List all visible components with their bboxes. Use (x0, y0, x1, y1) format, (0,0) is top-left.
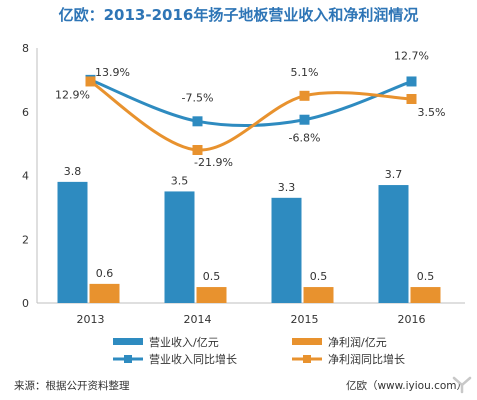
profit-bar (196, 287, 227, 303)
profit-growth-label: 5.1% (291, 66, 319, 79)
profit-growth-line (89, 80, 412, 152)
revenue-growth-marker (406, 76, 417, 87)
x-tick-label: 2016 (398, 313, 426, 326)
legend-swatch-bar (292, 338, 322, 345)
profit-bar (303, 287, 334, 303)
profit-growth-marker (406, 94, 417, 104)
revenue-bar-label: 3.5 (171, 174, 189, 187)
profit-bar-label: 0.6 (96, 267, 114, 280)
revenue-growth-label: 13.9% (95, 66, 130, 79)
revenue-growth-marker (299, 114, 310, 125)
profit-growth-marker (192, 145, 203, 155)
profit-bar-label: 0.5 (310, 270, 328, 283)
source-note: 来源：根据公开资料整理 (14, 380, 130, 392)
legend-label: 营业收入同比增长 (149, 352, 237, 366)
profit-bar (89, 283, 120, 303)
revenue-bar (57, 181, 88, 303)
revenue-growth-label: 12.7% (394, 49, 429, 62)
profit-bar-label: 0.5 (417, 270, 435, 283)
x-tick-label: 2014 (184, 313, 212, 326)
legend-swatch-bar (113, 338, 143, 345)
y-tick-label: 2 (22, 233, 29, 246)
profit-growth-label: 3.5% (418, 106, 446, 119)
x-tick-label: 2015 (291, 313, 319, 326)
profit-bar (410, 287, 441, 303)
profit-growth-label: -21.9% (194, 156, 233, 169)
y-tick-label: 8 (22, 42, 29, 55)
revenue-bar (378, 185, 409, 303)
revenue-growth-label: -6.8% (289, 132, 321, 145)
profit-bar-label: 0.5 (203, 270, 221, 283)
profit-growth-label: 12.9% (55, 88, 90, 101)
chart-title: 亿欧：2013-2016年扬子地板营业收入和净利润情况 (58, 6, 419, 24)
x-tick-label: 2013 (77, 313, 105, 326)
legend-label: 净利润同比增长 (328, 352, 405, 366)
profit-growth-marker (299, 90, 310, 101)
y-tick-label: 4 (22, 170, 29, 183)
legend-label: 营业收入/亿元 (149, 335, 219, 349)
site-credit: 亿欧（www.iyiou.com） (345, 380, 467, 392)
y-tick-label: 6 (22, 106, 29, 119)
revenue-bar-label: 3.7 (385, 168, 403, 181)
revenue-bar-label: 3.8 (64, 165, 82, 178)
legend-swatch-marker (124, 355, 132, 363)
revenue-growth-marker (192, 116, 203, 127)
revenue-bar-label: 3.3 (278, 181, 296, 194)
watermark-logo-icon (452, 376, 472, 394)
revenue-bar (271, 197, 302, 303)
revenue-growth-label: -7.5% (182, 91, 214, 104)
revenue-bar (164, 191, 195, 303)
y-tick-label: 0 (22, 297, 29, 310)
legend-label: 净利润/亿元 (328, 335, 387, 349)
profit-growth-marker (85, 76, 96, 87)
legend-swatch-marker (303, 355, 311, 363)
